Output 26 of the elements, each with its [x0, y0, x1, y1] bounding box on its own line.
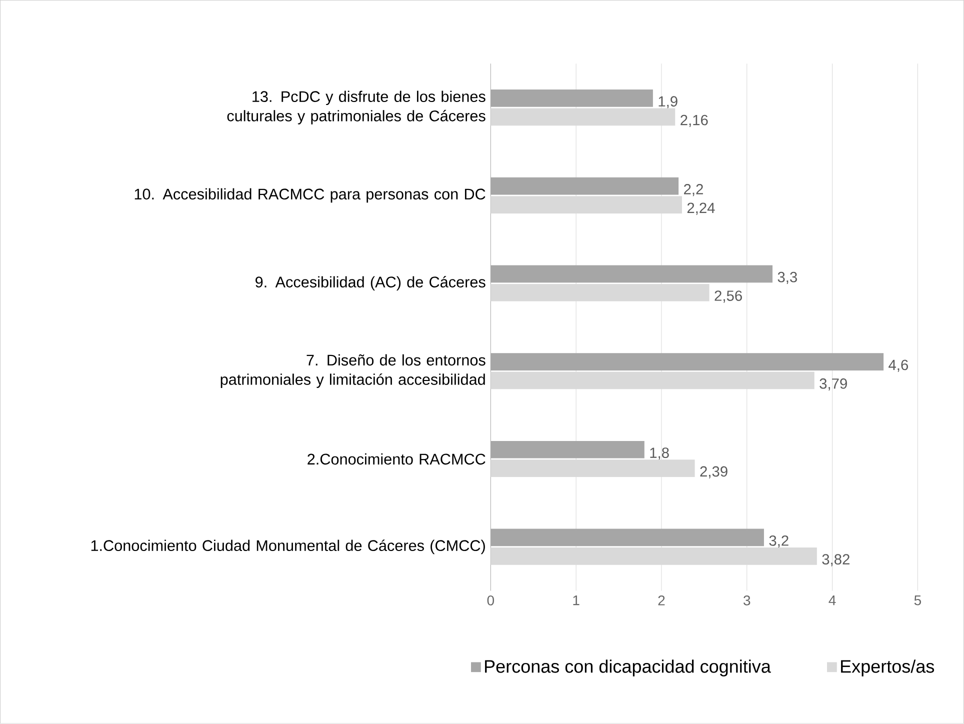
data-label: 4,6: [888, 360, 908, 372]
x-tick-label: 4: [828, 596, 836, 606]
data-label: 2,2: [684, 184, 703, 196]
y-tick-label: 10. Accesibilidad RACMCC para personas con DC: [134, 188, 486, 203]
x-tick-label: 5: [914, 596, 922, 606]
legend-label: Perconas con dicapacidad cognitiva: [485, 660, 771, 676]
x-tick-label: 0: [487, 596, 494, 606]
x-tick-label: 3: [744, 596, 750, 606]
data-label: 3,3: [778, 272, 797, 284]
y-tick-label: 7. Diseño de los entornos patrimoniales y limitación accesibilidad: [220, 354, 486, 388]
data-label: 2,16: [680, 114, 708, 128]
x-tick-label: 1: [573, 596, 580, 606]
data-label: 2,56: [714, 290, 742, 303]
legend-label: Expertos/as: [841, 660, 934, 676]
y-tick-label: 2.Conocimiento RACMCC: [308, 453, 486, 465]
data-label: 2,24: [687, 202, 715, 215]
y-tick-label: 9. Accesibilidad (AC) de Cáceres: [256, 276, 486, 291]
data-label: 1,8: [650, 448, 669, 460]
x-tick-label: 2: [658, 596, 665, 606]
data-label: 3,82: [822, 554, 850, 566]
data-label: 1,9: [658, 96, 678, 108]
y-tick-label: 1.Conocimiento Ciudad Monumental de Cáceres (CMCC): [91, 540, 485, 554]
data-label: 3,2: [769, 536, 788, 548]
data-label: 3,79: [820, 378, 847, 391]
data-label: 2,39: [700, 466, 728, 478]
y-tick-label: 13. PcDC y disfrute de los bienes culturales y patrimoniales de Cáceres: [227, 90, 486, 124]
